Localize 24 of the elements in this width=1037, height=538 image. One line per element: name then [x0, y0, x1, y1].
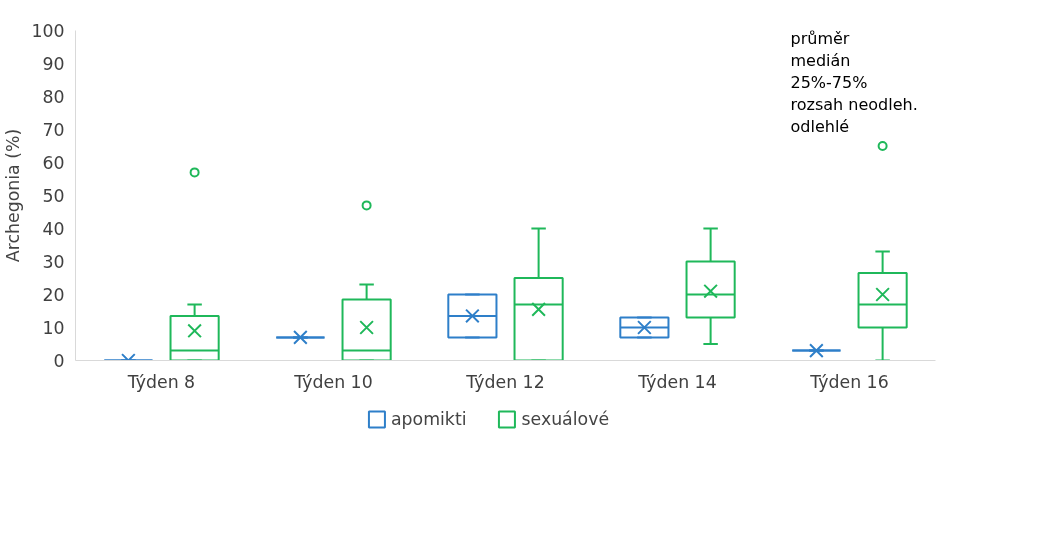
x-tick-label: Týden 16 — [809, 371, 889, 392]
x-tick-label: Týden 14 — [637, 371, 717, 392]
x-tick-label: Týden 12 — [465, 371, 545, 392]
y-tick-label: 10 — [42, 318, 65, 338]
y-tick-label: 20 — [42, 285, 65, 305]
legend-label: apomikti — [390, 409, 467, 429]
annotation: 25%-75% — [790, 73, 868, 92]
annotation: medián — [790, 51, 851, 70]
legend-label: sexuálové — [521, 409, 610, 429]
y-tick-label: 90 — [42, 54, 65, 74]
annotation: rozsah neodleh. — [790, 95, 918, 114]
y-tick-label: 0 — [53, 351, 65, 371]
y-tick-label: 100 — [31, 21, 65, 41]
y-tick-label: 80 — [42, 87, 65, 107]
x-tick-label: Týden 10 — [293, 371, 373, 392]
annotation: odlehlé — [790, 117, 850, 136]
y-tick-label: 40 — [42, 219, 65, 239]
annotation: průměr — [790, 29, 850, 48]
y-tick-label: 30 — [42, 252, 65, 272]
y-tick-label: 50 — [42, 186, 65, 206]
x-tick-label: Týden 8 — [126, 371, 196, 392]
y-axis-title: Archegonia (%) — [3, 128, 24, 263]
y-tick-label: 60 — [42, 153, 65, 173]
y-tick-label: 70 — [42, 120, 65, 140]
